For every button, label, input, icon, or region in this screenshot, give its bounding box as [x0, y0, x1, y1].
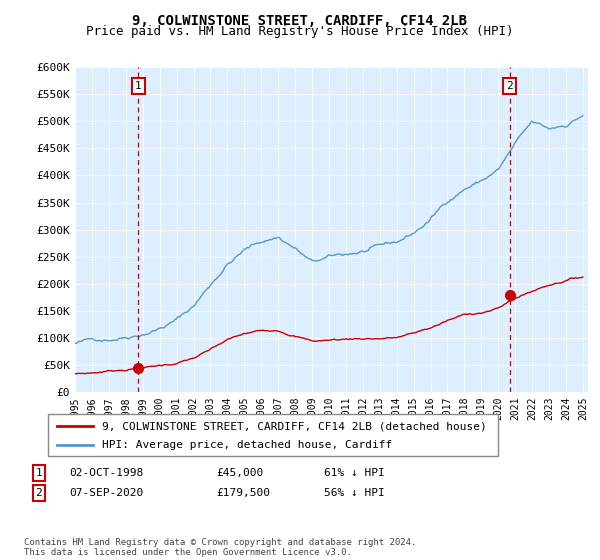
Text: 61% ↓ HPI: 61% ↓ HPI	[324, 468, 385, 478]
Text: 2: 2	[506, 81, 513, 91]
Text: 07-SEP-2020: 07-SEP-2020	[69, 488, 143, 498]
Text: 02-OCT-1998: 02-OCT-1998	[69, 468, 143, 478]
Text: HPI: Average price, detached house, Cardiff: HPI: Average price, detached house, Card…	[102, 440, 392, 450]
Text: 9, COLWINSTONE STREET, CARDIFF, CF14 2LB (detached house): 9, COLWINSTONE STREET, CARDIFF, CF14 2LB…	[102, 421, 487, 431]
Text: 9, COLWINSTONE STREET, CARDIFF, CF14 2LB: 9, COLWINSTONE STREET, CARDIFF, CF14 2LB	[133, 14, 467, 28]
Text: 56% ↓ HPI: 56% ↓ HPI	[324, 488, 385, 498]
Text: 2: 2	[35, 488, 43, 498]
FancyBboxPatch shape	[48, 414, 498, 456]
Text: 1: 1	[35, 468, 43, 478]
Text: £179,500: £179,500	[216, 488, 270, 498]
Text: £45,000: £45,000	[216, 468, 263, 478]
Text: 1: 1	[135, 81, 142, 91]
Text: Price paid vs. HM Land Registry's House Price Index (HPI): Price paid vs. HM Land Registry's House …	[86, 25, 514, 38]
Text: Contains HM Land Registry data © Crown copyright and database right 2024.
This d: Contains HM Land Registry data © Crown c…	[24, 538, 416, 557]
